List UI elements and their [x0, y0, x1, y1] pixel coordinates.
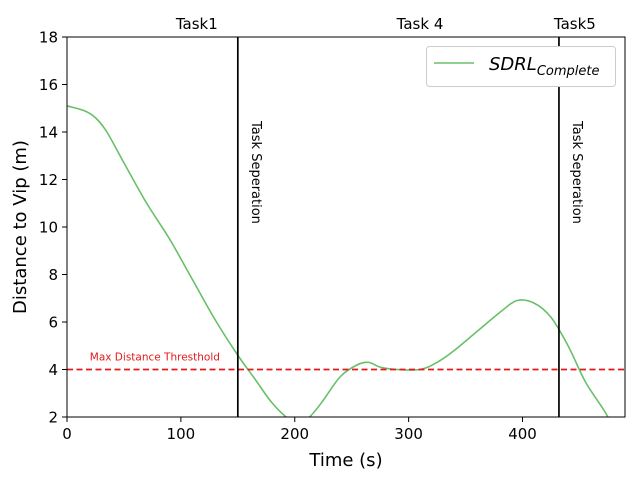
y-axis-label: Distance to Vip (m): [10, 140, 31, 314]
x-axis-label: Time (s): [308, 450, 382, 471]
x-tick-label: 100: [167, 425, 196, 443]
x-tick-label: 400: [508, 425, 537, 443]
x-tick-label: 200: [280, 425, 309, 443]
x-tick-label: 0: [62, 425, 72, 443]
x-axis-ticks: 0 100 200 300 400: [62, 417, 537, 443]
y-tick-label: 2: [48, 409, 58, 427]
x-tick-label: 300: [394, 425, 423, 443]
y-tick-label: 4: [48, 361, 58, 379]
y-tick-label: 16: [39, 76, 58, 94]
plot-frame: [66, 36, 626, 418]
threshold-label: Max Distance Thresthold: [90, 352, 220, 364]
legend: SDRLComplete: [426, 46, 616, 87]
task-separation-label-1: Task Seperation: [248, 120, 263, 224]
task-separation-label-2: Task Seperation: [569, 120, 584, 224]
y-tick-label: 8: [48, 266, 58, 284]
y-tick-label: 10: [39, 219, 58, 237]
legend-entry-subscript: Complete: [537, 64, 600, 79]
y-tick-label: 18: [39, 29, 58, 47]
task-label-5: Task5: [553, 15, 596, 33]
y-tick-label: 6: [48, 314, 58, 332]
y-axis-ticks: 2 4 6 8 10 12 14 16 18: [39, 29, 67, 427]
legend-entry-text: SDRL: [489, 54, 537, 75]
legend-box: [426, 46, 616, 87]
task-label-4: Task 4: [396, 15, 444, 33]
y-tick-label: 12: [39, 171, 58, 189]
y-tick-label: 14: [39, 124, 58, 142]
task-label-1: Task1: [175, 15, 218, 33]
legend-entry: SDRLComplete: [489, 54, 599, 79]
series-line-sdrl-complete: [67, 105, 609, 417]
